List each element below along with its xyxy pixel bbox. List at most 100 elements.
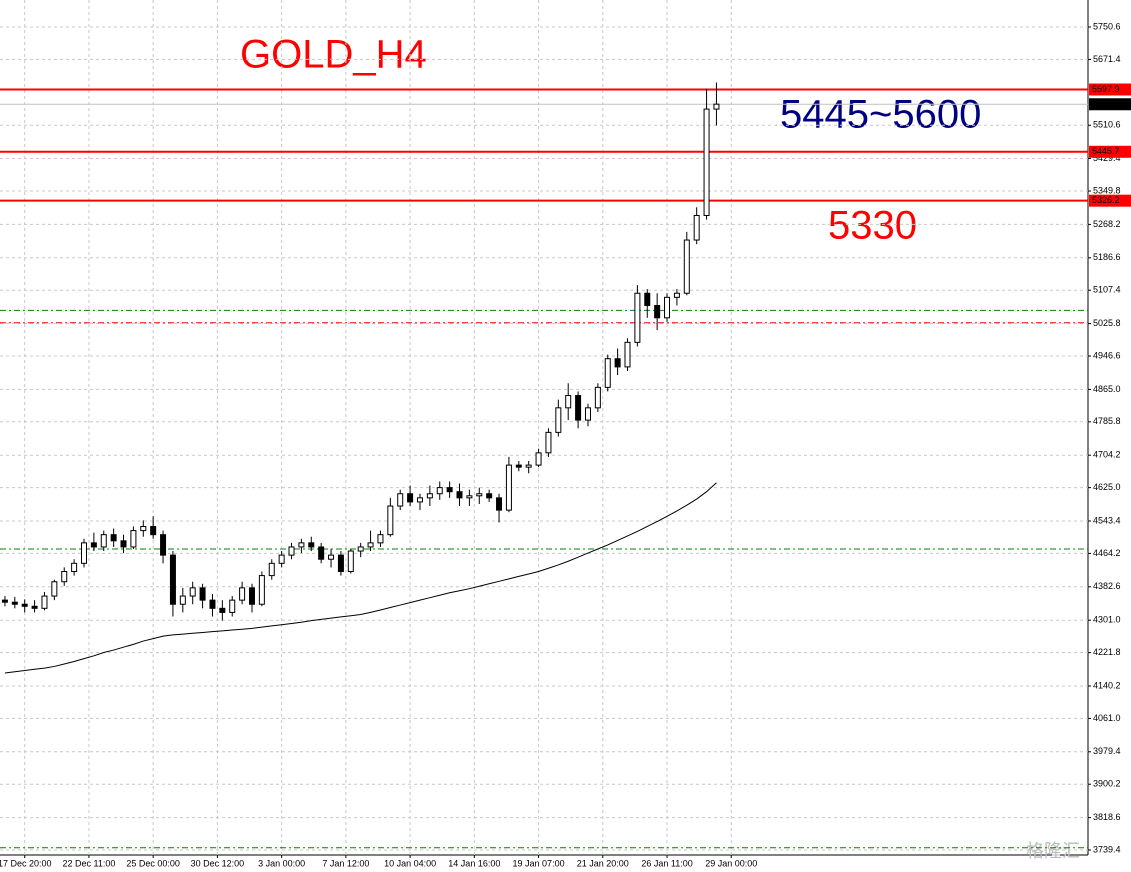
candle-body [416, 497, 423, 503]
candle-body [713, 103, 720, 110]
candle-body [673, 292, 680, 298]
candle-body [377, 534, 384, 544]
x-tick-label: 7 Jan 12:00 [322, 858, 369, 868]
y-tick-label: 4301.0 [1093, 615, 1121, 625]
y-tick-label: 4785.8 [1093, 416, 1121, 426]
candle-body [486, 493, 493, 499]
candle-body [634, 292, 641, 343]
candle-body [239, 587, 246, 601]
candle-body [664, 296, 671, 319]
candle-body [565, 395, 572, 409]
candle-body [189, 587, 196, 597]
y-tick-label: 3818.6 [1093, 812, 1121, 822]
candle-body [308, 542, 315, 548]
x-tick-label: 30 Dec 12:00 [191, 858, 245, 868]
candle-body [298, 542, 305, 548]
x-tick-label: 22 Dec 11:00 [62, 858, 115, 868]
candle-body [683, 239, 690, 294]
candle-body [160, 534, 167, 556]
candle-body [693, 214, 700, 241]
level-label-box [1089, 194, 1131, 207]
annotation: 5445~5600 [780, 93, 981, 137]
level-label-box [1089, 98, 1131, 111]
level-label-box [1089, 83, 1131, 96]
candle-body [199, 587, 206, 601]
y-tick-label: 5186.6 [1093, 252, 1121, 262]
candle-body [644, 292, 651, 307]
candle-body [11, 601, 18, 605]
candle-body [110, 534, 117, 542]
x-tick-label: 17 Dec 20:00 [0, 858, 51, 868]
candle-body [703, 108, 710, 216]
x-tick-label: 3 Jan 00:00 [258, 858, 305, 868]
watermark: 格隆汇 [1026, 841, 1080, 861]
candle-body [248, 587, 255, 605]
x-tick-label: 19 Jan 07:00 [513, 858, 565, 868]
candle-body [604, 358, 611, 388]
candle-body [476, 493, 483, 497]
candle-body [130, 530, 137, 548]
candle-body [209, 599, 216, 609]
candle-body [140, 525, 147, 532]
annotation: GOLD_H4 [240, 33, 427, 77]
candle-body [614, 358, 621, 368]
candle-body [80, 542, 87, 564]
y-tick-label: 4543.4 [1093, 515, 1121, 525]
candle-body [337, 554, 344, 573]
candle-body [120, 540, 127, 548]
y-tick-label: 5429.4 [1093, 153, 1121, 163]
y-tick-label: 3979.4 [1093, 746, 1121, 756]
candle-body [258, 575, 265, 605]
candle-body [268, 562, 275, 577]
y-tick-label: 5510.6 [1093, 120, 1121, 130]
candle-body [525, 464, 532, 468]
y-tick-label: 3739.4 [1093, 844, 1121, 854]
candle-body [318, 546, 325, 560]
candle-body [594, 386, 601, 409]
candle-body [61, 571, 68, 583]
candle-body [535, 452, 542, 466]
y-tick-label: 5107.4 [1093, 285, 1121, 295]
candle-body [288, 546, 295, 556]
candle-body [21, 603, 28, 607]
y-tick-label: 4382.6 [1093, 581, 1121, 591]
candle-body [446, 487, 453, 493]
candle-body [278, 554, 285, 564]
candle-body [397, 493, 404, 507]
x-tick-label: 25 Dec 00:00 [126, 858, 180, 868]
level-label-box [1089, 145, 1131, 158]
x-tick-label: 21 Jan 20:00 [577, 858, 629, 868]
candle-body [466, 495, 473, 499]
y-tick-label: 5349.8 [1093, 185, 1121, 195]
candle-body [71, 562, 78, 573]
candle-body [575, 395, 582, 421]
candle-body [1, 599, 8, 603]
y-tick-label: 4946.6 [1093, 350, 1121, 360]
candle-body [654, 305, 661, 319]
level-label: 5326.2 [1092, 195, 1120, 205]
candle-body [90, 542, 97, 548]
annotation: 5330 [828, 204, 917, 248]
candle-body [496, 497, 503, 511]
candle-body [100, 534, 107, 548]
y-tick-label: 4625.0 [1093, 482, 1121, 492]
level-label: 5445.7 [1092, 146, 1120, 156]
level-label: 5597.9 [1092, 84, 1120, 94]
candle-body [555, 407, 562, 433]
y-tick-label: 4464.2 [1093, 548, 1121, 558]
y-tick-label: 5025.8 [1093, 318, 1121, 328]
y-tick-label: 5671.4 [1093, 54, 1121, 64]
y-tick-label: 4140.2 [1093, 680, 1121, 690]
x-tick-label: 10 Jan 04:00 [384, 858, 436, 868]
x-tick-label: 29 Jan 00:00 [705, 858, 757, 868]
y-tick-label: 3900.2 [1093, 779, 1121, 789]
candle-body [328, 554, 335, 560]
candle-body [219, 607, 226, 613]
level-label: 5561.8 [1092, 99, 1120, 109]
y-tick-label: 5750.6 [1093, 21, 1121, 31]
candle-body [150, 525, 157, 536]
y-tick-label: 4221.8 [1093, 647, 1121, 657]
candle-body [347, 550, 354, 573]
candle-body [426, 493, 433, 499]
